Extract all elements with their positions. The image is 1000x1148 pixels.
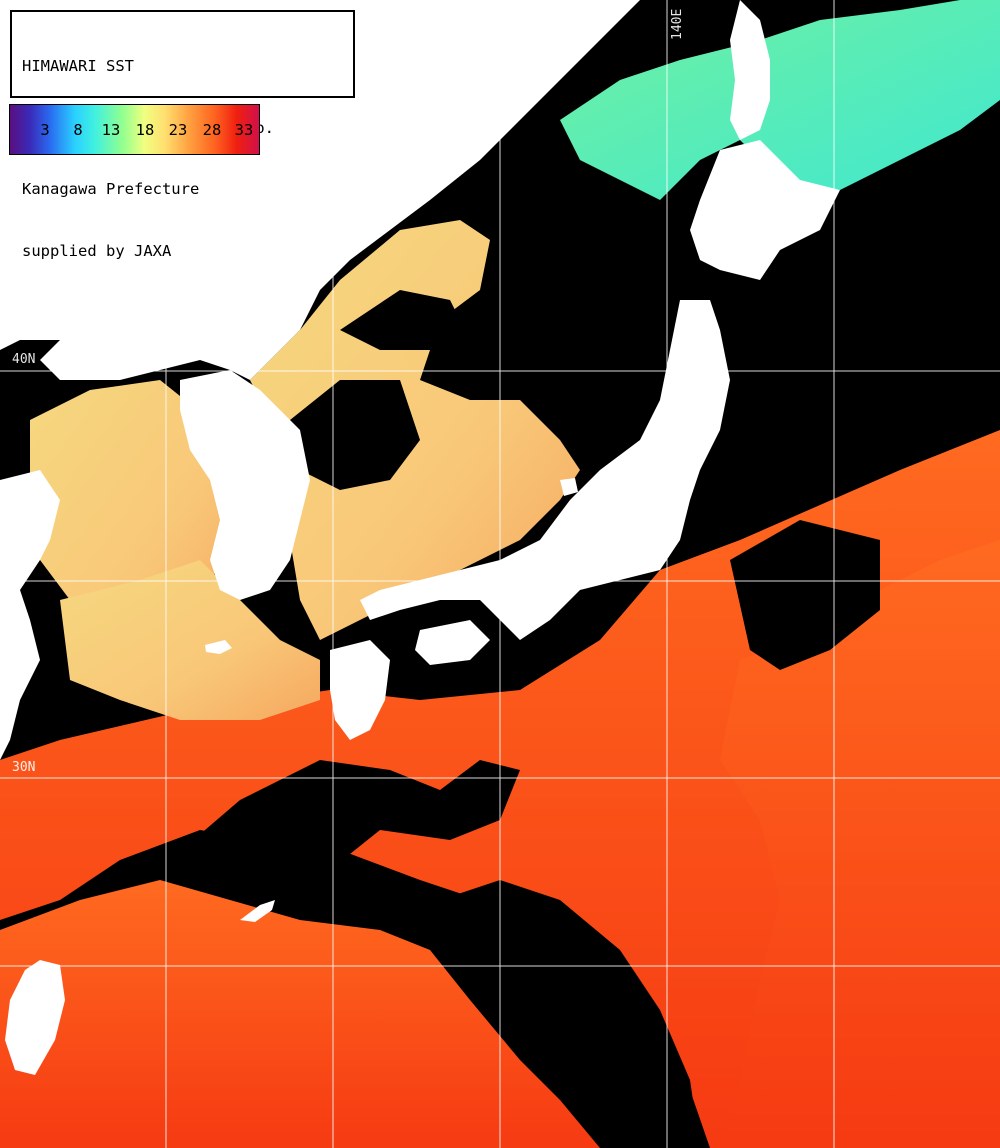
lon-label-140e: 140E	[670, 8, 685, 40]
land-china-coast	[0, 470, 60, 760]
sst-cool-okhotsk	[560, 0, 1000, 200]
land-jeju	[205, 640, 232, 654]
land-okinawa	[240, 900, 275, 922]
land-taiwan	[5, 960, 65, 1075]
land-sakhalin	[730, 0, 770, 140]
map-title: HIMAWARI SST	[22, 57, 134, 75]
sst-mild-east-china-sea-north	[60, 560, 320, 720]
cloud-band-east	[730, 520, 880, 670]
info-box: HIMAWARI SST 2025/06/26 04(UTC) 3H Comp.…	[10, 10, 355, 260]
cloud-band-east-china-sea	[170, 760, 520, 880]
map-region: Kanagawa Prefecture	[22, 180, 200, 198]
colorbar-tick: 23	[168, 121, 188, 139]
colorbar-tick: 18	[135, 121, 155, 139]
land-hokkaido	[690, 140, 840, 280]
colorbar-tick: 28	[202, 121, 222, 139]
cloud-sea-of-japan	[290, 380, 420, 490]
colorbar-tick: 8	[73, 121, 83, 139]
colorbar-tick: 13	[101, 121, 121, 139]
cloud-sea-of-japan-north	[340, 290, 470, 350]
land-korea	[180, 370, 310, 600]
lat-label-30n: 30N	[12, 760, 36, 775]
sst-colorbar: 3 8 13 18 23 28 33	[9, 104, 260, 155]
cloud-band-pacific	[440, 880, 700, 1148]
colorbar-tick: 33	[234, 121, 254, 139]
land-shikoku	[415, 620, 490, 665]
land-kyushu	[330, 640, 390, 740]
lat-label-40n: 40N	[12, 352, 36, 367]
land-sado	[560, 478, 578, 496]
land-honshu	[360, 300, 730, 640]
sst-warm-region-east	[720, 540, 1000, 1148]
colorbar-tick: 3	[40, 121, 50, 139]
map-credit: supplied by JAXA	[22, 241, 172, 260]
sst-warm-region-south	[0, 880, 600, 1148]
